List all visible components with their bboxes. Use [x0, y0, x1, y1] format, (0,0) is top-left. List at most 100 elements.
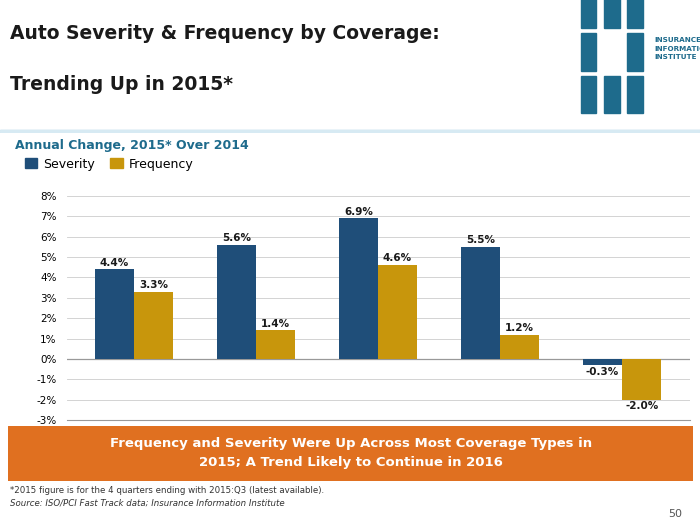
Bar — [581, 0, 596, 28]
Bar — [461, 247, 500, 359]
Bar — [94, 269, 134, 359]
Bar — [0, 132, 700, 133]
Bar — [0, 131, 700, 132]
Bar — [0, 131, 700, 133]
Bar — [0, 132, 700, 133]
Text: Auto Severity & Frequency by Coverage:: Auto Severity & Frequency by Coverage: — [10, 24, 440, 43]
Text: Trending Up in 2015*: Trending Up in 2015* — [10, 75, 234, 93]
Bar — [0, 131, 700, 132]
Text: 3.3%: 3.3% — [139, 280, 168, 290]
Text: 4.6%: 4.6% — [383, 254, 412, 264]
Bar — [581, 33, 596, 70]
Bar — [0, 132, 700, 133]
Bar — [0, 130, 700, 132]
Bar — [0, 132, 700, 133]
Bar — [0, 131, 700, 132]
Text: -0.3%: -0.3% — [586, 367, 620, 377]
Bar — [0, 131, 700, 133]
Bar — [0, 132, 700, 133]
Bar — [0, 130, 700, 132]
Bar — [627, 0, 643, 28]
Bar — [0, 132, 700, 133]
Bar — [0, 131, 700, 133]
Bar — [0, 130, 700, 132]
Bar — [604, 0, 620, 28]
Bar — [0, 132, 700, 133]
Bar — [0, 132, 700, 133]
Bar — [0, 132, 700, 133]
Text: Source: ISO/PCI Fast Track data; Insurance Information Institute: Source: ISO/PCI Fast Track data; Insuran… — [10, 499, 285, 507]
Bar — [0, 132, 700, 133]
Bar — [0, 131, 700, 133]
Bar — [0, 130, 700, 132]
Bar — [500, 335, 539, 359]
Bar — [217, 245, 256, 359]
Text: 50: 50 — [668, 509, 682, 519]
Text: 1.2%: 1.2% — [505, 323, 534, 333]
Bar — [0, 131, 700, 132]
Bar — [0, 132, 700, 133]
Bar — [0, 132, 700, 133]
Bar — [0, 131, 700, 132]
Bar — [0, 132, 700, 133]
Bar — [0, 130, 700, 132]
Bar — [0, 131, 700, 132]
Bar — [0, 131, 700, 132]
Bar — [0, 131, 700, 133]
Bar — [0, 131, 700, 132]
Bar — [0, 131, 700, 132]
Bar — [0, 130, 700, 132]
Bar — [0, 131, 700, 133]
Bar — [0, 132, 700, 133]
Bar — [0, 130, 700, 132]
Bar — [0, 130, 700, 132]
Bar — [0, 130, 700, 132]
Bar — [581, 76, 596, 113]
Bar — [0, 132, 700, 133]
Text: 6.9%: 6.9% — [344, 207, 373, 217]
Bar — [0, 132, 700, 133]
Bar — [0, 132, 700, 133]
Bar — [0, 132, 700, 133]
Bar — [0, 130, 700, 132]
Bar — [0, 131, 700, 133]
Text: 4.4%: 4.4% — [99, 257, 129, 268]
Text: Frequency and Severity Were Up Across Most Coverage Types in
2015; A Trend Likel: Frequency and Severity Were Up Across Mo… — [110, 437, 592, 469]
Bar — [0, 132, 700, 133]
Bar — [0, 132, 700, 133]
Bar — [339, 218, 378, 359]
Bar — [0, 131, 700, 133]
Bar — [0, 130, 700, 132]
Bar — [0, 132, 700, 133]
Bar — [0, 130, 700, 132]
Bar — [0, 131, 700, 133]
Bar — [0, 132, 700, 133]
Bar — [0, 130, 700, 132]
Bar — [0, 130, 700, 132]
Bar — [0, 131, 700, 132]
Bar — [0, 132, 700, 133]
Bar — [0, 131, 700, 133]
Text: Annual Change, 2015* Over 2014: Annual Change, 2015* Over 2014 — [15, 139, 249, 152]
Bar — [622, 359, 661, 400]
Bar — [604, 76, 620, 113]
Bar — [0, 132, 700, 133]
Bar — [0, 131, 700, 132]
Bar — [0, 131, 700, 132]
Bar — [0, 130, 700, 132]
Bar — [0, 131, 700, 133]
Legend: Severity, Frequency: Severity, Frequency — [20, 152, 199, 175]
Text: INSURANCE
INFORMATION
INSTITUTE: INSURANCE INFORMATION INSTITUTE — [654, 37, 700, 60]
Bar — [256, 330, 295, 359]
Bar — [0, 132, 700, 133]
Bar — [378, 265, 417, 359]
Bar — [627, 33, 643, 70]
Text: 5.5%: 5.5% — [466, 235, 495, 245]
Bar — [134, 292, 173, 359]
Bar — [0, 131, 700, 133]
Bar — [627, 76, 643, 113]
Bar — [0, 130, 700, 132]
Bar — [0, 131, 700, 133]
Text: 5.6%: 5.6% — [222, 233, 251, 243]
Bar — [0, 131, 700, 133]
